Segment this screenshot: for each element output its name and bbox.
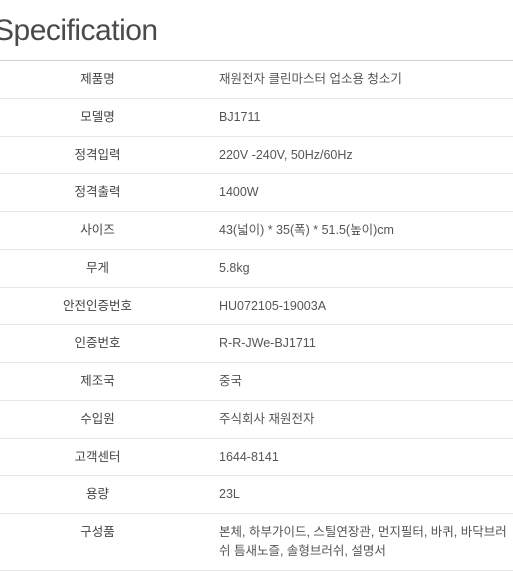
spec-label: 정격입력 (0, 136, 195, 174)
spec-value: BJ1711 (195, 98, 513, 136)
table-row: 인증번호R-R-JWe-BJ1711 (0, 325, 513, 363)
spec-label: 용량 (0, 476, 195, 514)
table-row: 정격출력1400W (0, 174, 513, 212)
spec-value: 43(넓이) * 35(폭) * 51.5(높이)cm (195, 212, 513, 250)
table-row: 고객센터1644-8141 (0, 438, 513, 476)
table-row: 정격입력220V -240V, 50Hz/60Hz (0, 136, 513, 174)
spec-table-body: 제품명재원전자 클린마스터 업소용 청소기모델명BJ1711정격입력220V -… (0, 61, 513, 571)
spec-label: 제품명 (0, 61, 195, 99)
spec-label: 제조국 (0, 363, 195, 401)
table-row: 용량23L (0, 476, 513, 514)
spec-label: 사이즈 (0, 212, 195, 250)
spec-label: 무게 (0, 249, 195, 287)
spec-label: 정격출력 (0, 174, 195, 212)
spec-label: 인증번호 (0, 325, 195, 363)
spec-label: 구성품 (0, 514, 195, 571)
spec-label: 모델명 (0, 98, 195, 136)
table-row: 수입원주식회사 재원전자 (0, 400, 513, 438)
table-row: 사이즈43(넓이) * 35(폭) * 51.5(높이)cm (0, 212, 513, 250)
spec-value: 1644-8141 (195, 438, 513, 476)
spec-value: 220V -240V, 50Hz/60Hz (195, 136, 513, 174)
table-row: 무게5.8kg (0, 249, 513, 287)
spec-title: Specification (0, 0, 513, 60)
spec-value: 주식회사 재원전자 (195, 400, 513, 438)
spec-label: 안전인증번호 (0, 287, 195, 325)
spec-value: 5.8kg (195, 249, 513, 287)
table-row: 안전인증번호HU072105-19003A (0, 287, 513, 325)
spec-value: 1400W (195, 174, 513, 212)
table-row: 제조국중국 (0, 363, 513, 401)
spec-label: 고객센터 (0, 438, 195, 476)
spec-value: 23L (195, 476, 513, 514)
spec-table: 제품명재원전자 클린마스터 업소용 청소기모델명BJ1711정격입력220V -… (0, 60, 513, 571)
table-row: 모델명BJ1711 (0, 98, 513, 136)
spec-label: 수입원 (0, 400, 195, 438)
table-row: 구성품본체, 하부가이드, 스틸연장관, 먼지필터, 바퀴, 바닥브러쉬 틈새노… (0, 514, 513, 571)
table-row: 제품명재원전자 클린마스터 업소용 청소기 (0, 61, 513, 99)
spec-value: HU072105-19003A (195, 287, 513, 325)
spec-value: 재원전자 클린마스터 업소용 청소기 (195, 61, 513, 99)
spec-value: 본체, 하부가이드, 스틸연장관, 먼지필터, 바퀴, 바닥브러쉬 틈새노즐, … (195, 514, 513, 571)
spec-value: 중국 (195, 363, 513, 401)
spec-value: R-R-JWe-BJ1711 (195, 325, 513, 363)
